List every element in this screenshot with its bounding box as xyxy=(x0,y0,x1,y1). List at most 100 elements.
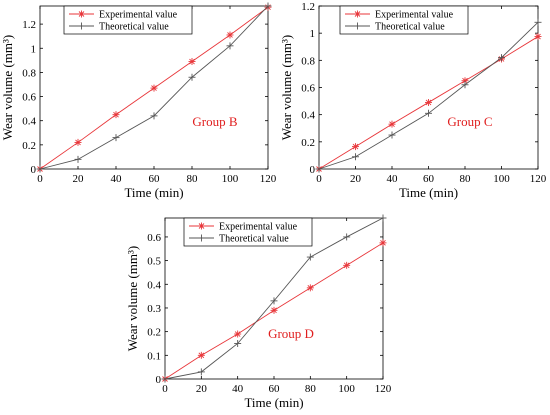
chart-group-b: 0 20 40 60 80 100 120 0 0.2 0.4 0.6 0.8 1 1.2 Time (mi… xyxy=(0,2,277,200)
theoretical-point xyxy=(498,54,505,62)
x-tick-label: 20 xyxy=(196,383,208,395)
chart-group-c: 0 20 40 60 80 100 120 0 0.2 0.4 0.6 0.8 1 1.2 Time (mi… xyxy=(279,1,547,200)
theoretical-point xyxy=(36,165,44,173)
group-label: Group C xyxy=(447,114,492,129)
x-tick-label: 80 xyxy=(305,383,317,395)
y-tick-label: 0.2 xyxy=(301,137,315,149)
y-tick-label: 0.6 xyxy=(147,232,161,244)
theoretical-point xyxy=(264,2,272,10)
experimental-point xyxy=(226,31,234,39)
theoretical-point xyxy=(226,42,234,50)
x-axis-label: Time (min) xyxy=(399,185,458,200)
x-tick-label: 60 xyxy=(269,383,281,395)
x-tick-label: 0 xyxy=(316,173,322,185)
y-tick-label: 0.2 xyxy=(147,327,161,339)
y-tick-label: 0.4 xyxy=(301,110,315,122)
x-tick-label: 120 xyxy=(375,383,392,395)
x-tick-label: 20 xyxy=(350,173,362,185)
x-tick-label: 40 xyxy=(387,173,399,185)
experimental-point xyxy=(425,98,432,106)
x-tick-label: 60 xyxy=(423,173,435,185)
legend-box xyxy=(63,5,193,35)
x-tick-label: 40 xyxy=(232,383,244,395)
theoretical-point xyxy=(461,81,469,89)
experimental-point xyxy=(197,351,205,359)
experimental-point xyxy=(352,143,359,151)
experimental-point xyxy=(306,284,314,292)
theoretical-point xyxy=(112,134,120,142)
legend-marker xyxy=(354,10,361,18)
y-tick-label: 0 xyxy=(31,164,37,176)
y-tick-label: 0.8 xyxy=(301,55,315,67)
theoretical-point xyxy=(161,375,169,383)
legend-marker xyxy=(198,222,205,230)
legend-marker xyxy=(78,10,85,18)
group-label: Group B xyxy=(192,114,237,129)
theoretical-line xyxy=(318,21,539,170)
x-tick-label: 0 xyxy=(162,383,168,395)
theoretical-point xyxy=(379,214,387,222)
legend-marker xyxy=(354,22,361,30)
theoretical-point xyxy=(188,73,196,81)
experimental-point xyxy=(379,239,387,247)
experimental-point xyxy=(74,138,82,146)
legend-box xyxy=(183,217,313,247)
theoretical-point xyxy=(425,109,432,117)
legend-marker xyxy=(198,234,205,242)
x-tick-label: 120 xyxy=(530,173,547,185)
x-axis-label: Time (min) xyxy=(124,185,183,200)
theoretical-point xyxy=(234,339,242,347)
theoretical-point xyxy=(352,153,359,161)
legend-label: Experimental value xyxy=(99,10,178,21)
y-tick-label: 1 xyxy=(310,28,316,40)
x-tick-label: 100 xyxy=(338,383,355,395)
legend-box xyxy=(339,5,469,35)
x-axis-label: Time (min) xyxy=(244,395,303,410)
chart-group-d: 0 20 40 60 80 100 120 0 0.1 0.2 0.3 0.4 0.5 0.6 Time (… xyxy=(125,214,392,410)
theoretical-point xyxy=(534,18,542,26)
x-tick-label: 20 xyxy=(73,173,85,185)
theoretical-point xyxy=(306,253,314,261)
experimental-point xyxy=(188,58,196,66)
theoretical-point xyxy=(343,233,351,241)
legend-label: Theoretical value xyxy=(375,22,445,33)
experimental-point xyxy=(112,111,120,119)
y-axis-label: Wear volume (mm³) xyxy=(125,246,140,351)
y-tick-label: 0 xyxy=(156,374,162,386)
theoretical-point xyxy=(74,155,82,163)
experimental-point xyxy=(234,330,242,338)
x-tick-label: 100 xyxy=(222,173,239,185)
theoretical-point xyxy=(388,131,396,139)
theoretical-point xyxy=(150,112,158,120)
group-label: Group D xyxy=(268,326,314,341)
experimental-point xyxy=(150,84,158,92)
legend-marker xyxy=(78,22,85,30)
theoretical-point xyxy=(315,165,323,173)
x-tick-label: 0 xyxy=(37,173,43,185)
x-tick-label: 80 xyxy=(187,173,199,185)
y-tick-label: 0.2 xyxy=(22,140,36,152)
y-tick-label: 0.8 xyxy=(22,67,36,79)
experimental-point xyxy=(343,261,351,269)
y-tick-label: 0 xyxy=(310,164,316,176)
x-tick-label: 120 xyxy=(260,173,277,185)
y-tick-label: 0.6 xyxy=(301,83,315,95)
x-tick-label: 80 xyxy=(460,173,472,185)
experimental-point xyxy=(534,33,542,41)
x-tick-label: 60 xyxy=(149,173,161,185)
y-tick-label: 0.4 xyxy=(22,116,36,128)
x-tick-label: 100 xyxy=(493,173,510,185)
legend-label: Experimental value xyxy=(375,10,454,21)
y-axis-label: Wear volume (mm³) xyxy=(0,35,15,140)
theoretical-point xyxy=(197,368,205,376)
y-tick-label: 1.2 xyxy=(301,1,315,13)
y-tick-label: 0.6 xyxy=(22,92,36,104)
y-tick-label: 0.5 xyxy=(147,256,161,268)
theoretical-point xyxy=(270,297,278,305)
y-tick-label: 1 xyxy=(31,43,37,55)
experimental-point xyxy=(388,120,396,128)
y-tick-label: 1.2 xyxy=(22,19,36,31)
